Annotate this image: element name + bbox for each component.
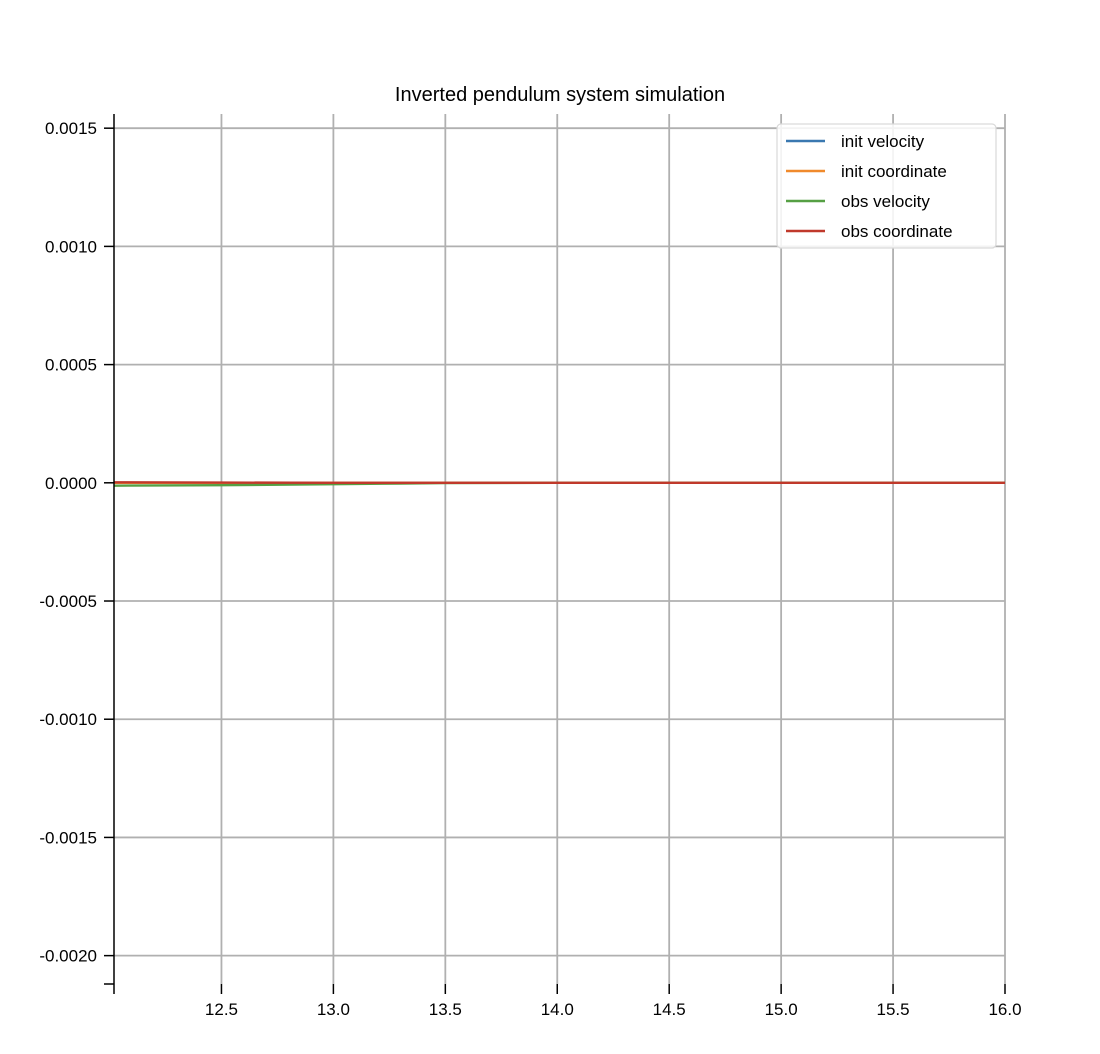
legend-label-3: obs coordinate bbox=[841, 222, 953, 241]
x-tick-label: 13.5 bbox=[429, 1000, 462, 1019]
y-axis-ticks: 0.0015 0.0010 0.0005 0.0000 -0.0005 -0.0010 -0… bbox=[39, 119, 114, 985]
legend-label-1: init coordinate bbox=[841, 162, 947, 181]
y-tick-label: 0.0005 bbox=[45, 356, 97, 375]
legend: init velocity init coordinate obs velocity… bbox=[776, 123, 997, 249]
legend-box bbox=[776, 123, 997, 249]
legend-label-0: init velocity bbox=[841, 132, 925, 151]
x-tick-label: 14.5 bbox=[653, 1000, 686, 1019]
x-tick-label: 13.0 bbox=[317, 1000, 350, 1019]
y-tick-label: -0.0010 bbox=[39, 710, 97, 729]
x-tick-label: 15.5 bbox=[877, 1000, 910, 1019]
x-axis-ticks: 12.5 13.0 13.5 14.0 14.5 15.0 15.5 16.0 bbox=[113, 984, 1022, 1019]
y-tick-label: -0.0015 bbox=[39, 828, 97, 847]
y-tick-label: 0.0015 bbox=[45, 119, 97, 138]
y-tick-label: 0.0010 bbox=[45, 237, 97, 256]
y-tick-label: 0.0000 bbox=[45, 474, 97, 493]
x-tick-label: 12.5 bbox=[205, 1000, 238, 1019]
chart-title: Inverted pendulum system simulation bbox=[395, 84, 725, 106]
legend-label-2: obs velocity bbox=[841, 192, 930, 211]
x-tick-label: 14.0 bbox=[541, 1000, 574, 1019]
y-tick-label: -0.0005 bbox=[39, 592, 97, 611]
y-tick-label: -0.0020 bbox=[39, 947, 97, 966]
x-tick-label: 15.0 bbox=[765, 1000, 798, 1019]
series-layer bbox=[113, 481, 1005, 487]
x-tick-label: 16.0 bbox=[988, 1000, 1021, 1019]
